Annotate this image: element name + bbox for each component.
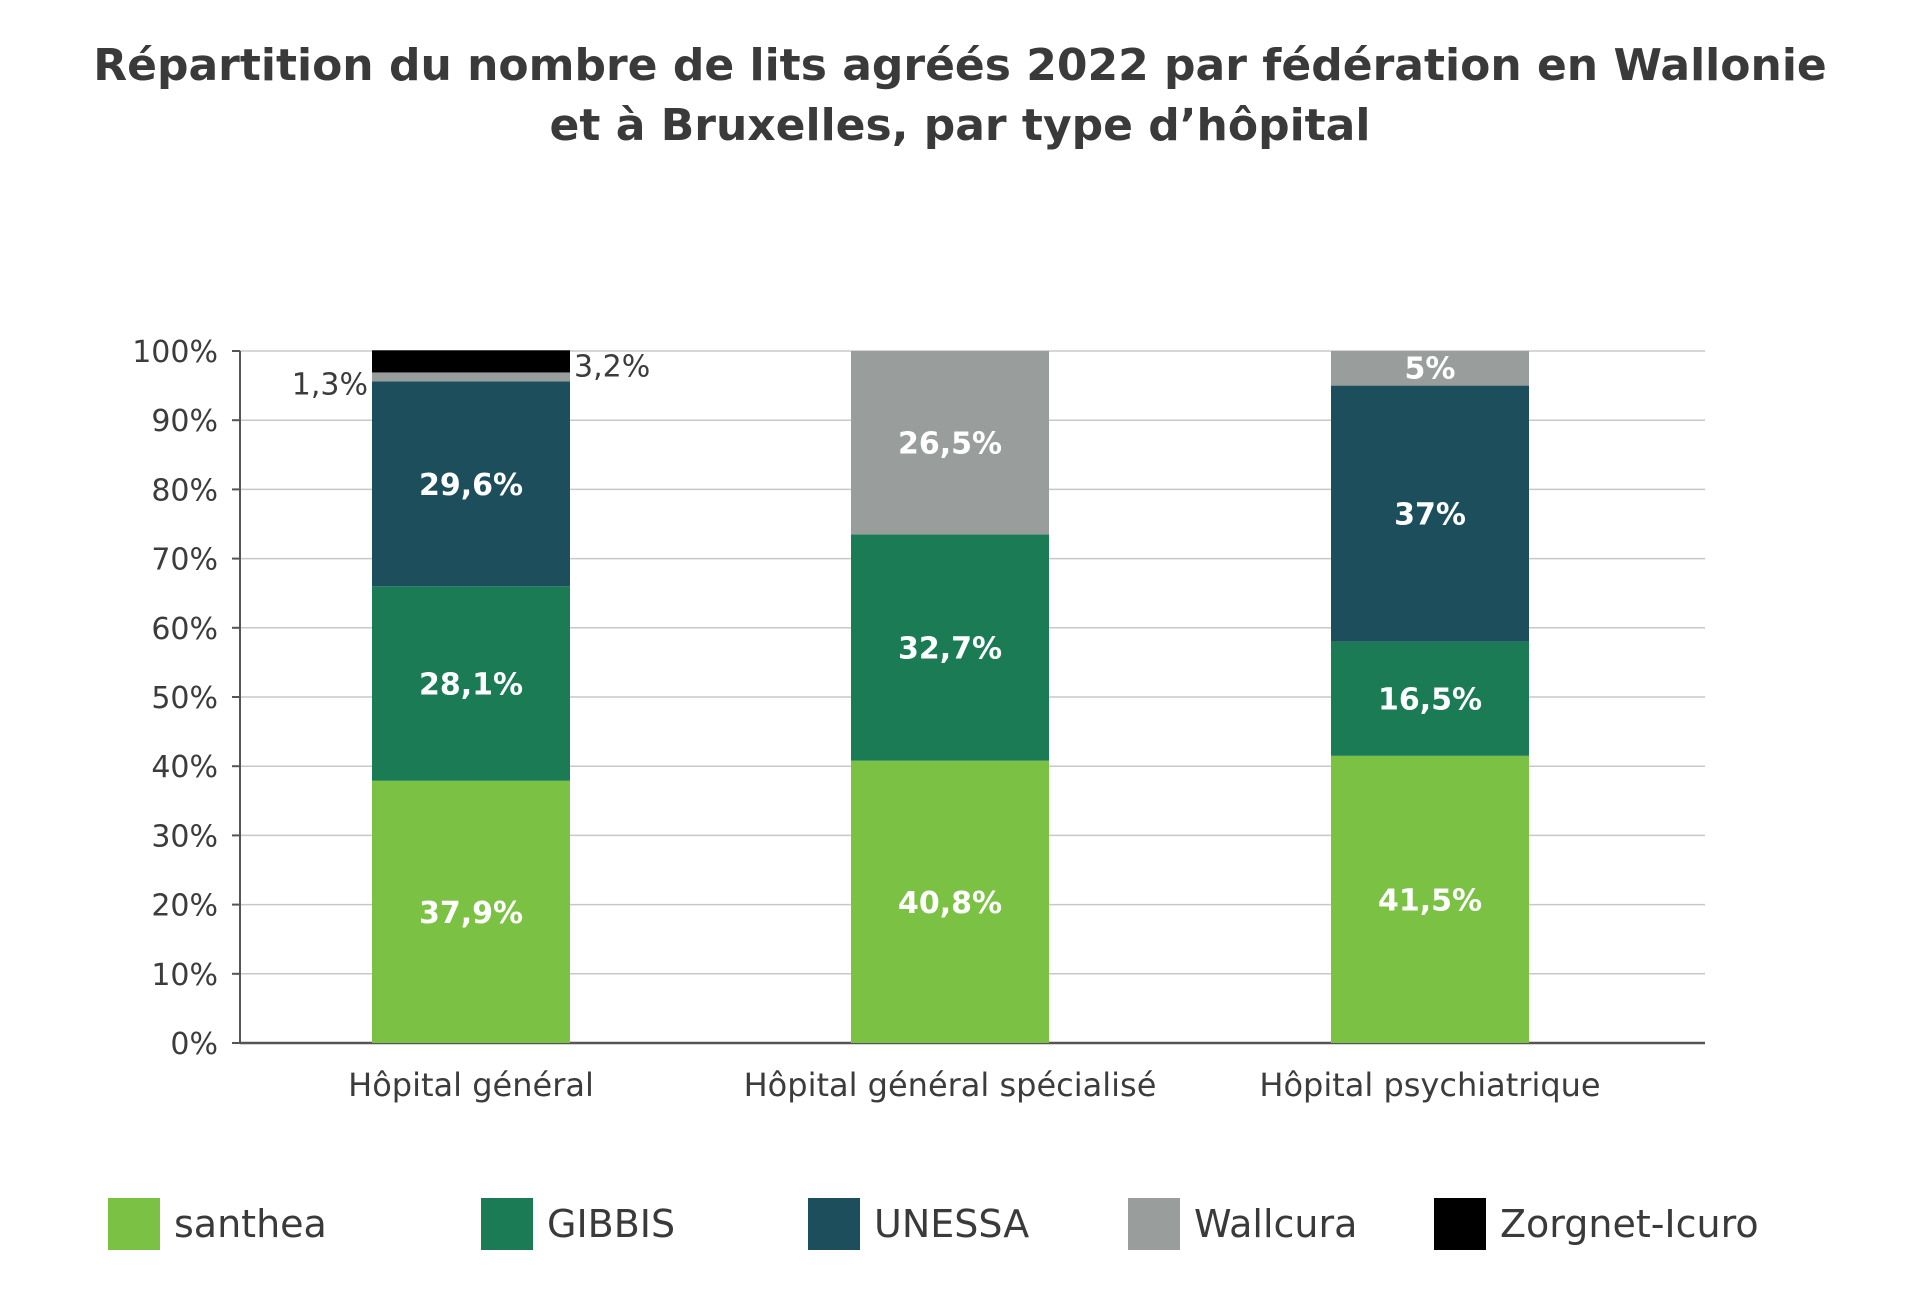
legend-swatch bbox=[481, 1198, 533, 1250]
y-tick-label: 60% bbox=[151, 612, 218, 647]
bar-segment-zorgnet-icuro bbox=[372, 350, 570, 373]
bar-segment-wallcura bbox=[1331, 351, 1529, 386]
bar-segment-gibbis bbox=[851, 534, 1049, 761]
x-category-label: Hôpital psychiatrique bbox=[1259, 1066, 1600, 1104]
bar-segment-gibbis bbox=[1331, 641, 1529, 756]
data-label: 26,5% bbox=[898, 427, 1002, 462]
legend-label: Zorgnet-Icuro bbox=[1500, 1202, 1759, 1246]
legend-label: Wallcura bbox=[1194, 1202, 1358, 1246]
legend-swatch bbox=[108, 1198, 160, 1250]
legend-label: santhea bbox=[174, 1202, 327, 1246]
y-tick-label: 90% bbox=[151, 404, 218, 439]
data-label: 37% bbox=[1394, 498, 1466, 533]
y-tick-label: 80% bbox=[151, 473, 218, 508]
bar-segment-gibbis bbox=[372, 586, 570, 781]
legend-item-santhea: santhea bbox=[108, 1196, 327, 1252]
data-label: 40,8% bbox=[898, 886, 1002, 921]
y-tick-label: 10% bbox=[151, 958, 218, 993]
legend-swatch bbox=[808, 1198, 860, 1250]
chart-title: Répartition du nombre de lits agréés 202… bbox=[0, 36, 1920, 156]
y-tick-label: 40% bbox=[151, 750, 218, 785]
bar-segment-wallcura bbox=[851, 351, 1049, 535]
legend-swatch bbox=[1128, 1198, 1180, 1250]
legend-label: UNESSA bbox=[874, 1202, 1030, 1246]
data-label: 1,3% bbox=[292, 367, 368, 402]
y-tick-label: 0% bbox=[170, 1027, 218, 1062]
y-tick-label: 70% bbox=[151, 543, 218, 578]
legend-item-wallcura: Wallcura bbox=[1128, 1196, 1357, 1252]
data-label: 37,9% bbox=[419, 896, 523, 931]
legend-label: GIBBIS bbox=[547, 1202, 676, 1246]
y-tick-label: 50% bbox=[151, 681, 218, 716]
data-label: 3,2% bbox=[574, 349, 650, 384]
bar-segment-santhea bbox=[1331, 755, 1529, 1043]
legend-item-zorgnet-icuro: Zorgnet-Icuro bbox=[1434, 1196, 1759, 1252]
bar-segment-santhea bbox=[372, 780, 570, 1043]
y-tick-label: 30% bbox=[151, 819, 218, 854]
stacked-bar-chart: 0% 10% 20% 30% 40% 50% 60% 70% 80% 90% 100% 37,9% 28… bbox=[132, 335, 1705, 1104]
data-label: 28,1% bbox=[419, 668, 523, 703]
legend-swatch bbox=[1434, 1198, 1486, 1250]
chart-title-line-1: Répartition du nombre de lits agréés 202… bbox=[93, 40, 1827, 91]
bar-segment-santhea bbox=[851, 760, 1049, 1043]
chart-legend: santhea GIBBIS UNESSA Wallcura Zorgnet-Icuro bbox=[108, 1196, 1888, 1252]
data-label: 32,7% bbox=[898, 632, 1002, 667]
x-category-label: Hôpital général bbox=[348, 1066, 594, 1104]
data-label: 29,6% bbox=[419, 468, 523, 503]
data-label: 5% bbox=[1405, 351, 1456, 386]
bar-segment-unessa bbox=[1331, 385, 1529, 642]
x-category-label: Hôpital général spécialisé bbox=[744, 1066, 1157, 1104]
chart-title-line-2: et à Bruxelles, par type d’hôpital bbox=[549, 100, 1371, 151]
legend-item-unessa: UNESSA bbox=[808, 1196, 1029, 1252]
legend-item-gibbis: GIBBIS bbox=[481, 1196, 675, 1252]
data-label: 41,5% bbox=[1378, 883, 1482, 918]
bar-segment-unessa bbox=[372, 381, 570, 587]
y-tick-label: 100% bbox=[132, 335, 218, 370]
y-tick-label: 20% bbox=[151, 889, 218, 924]
bar-segment-wallcura bbox=[372, 372, 570, 382]
data-label: 16,5% bbox=[1378, 683, 1482, 718]
